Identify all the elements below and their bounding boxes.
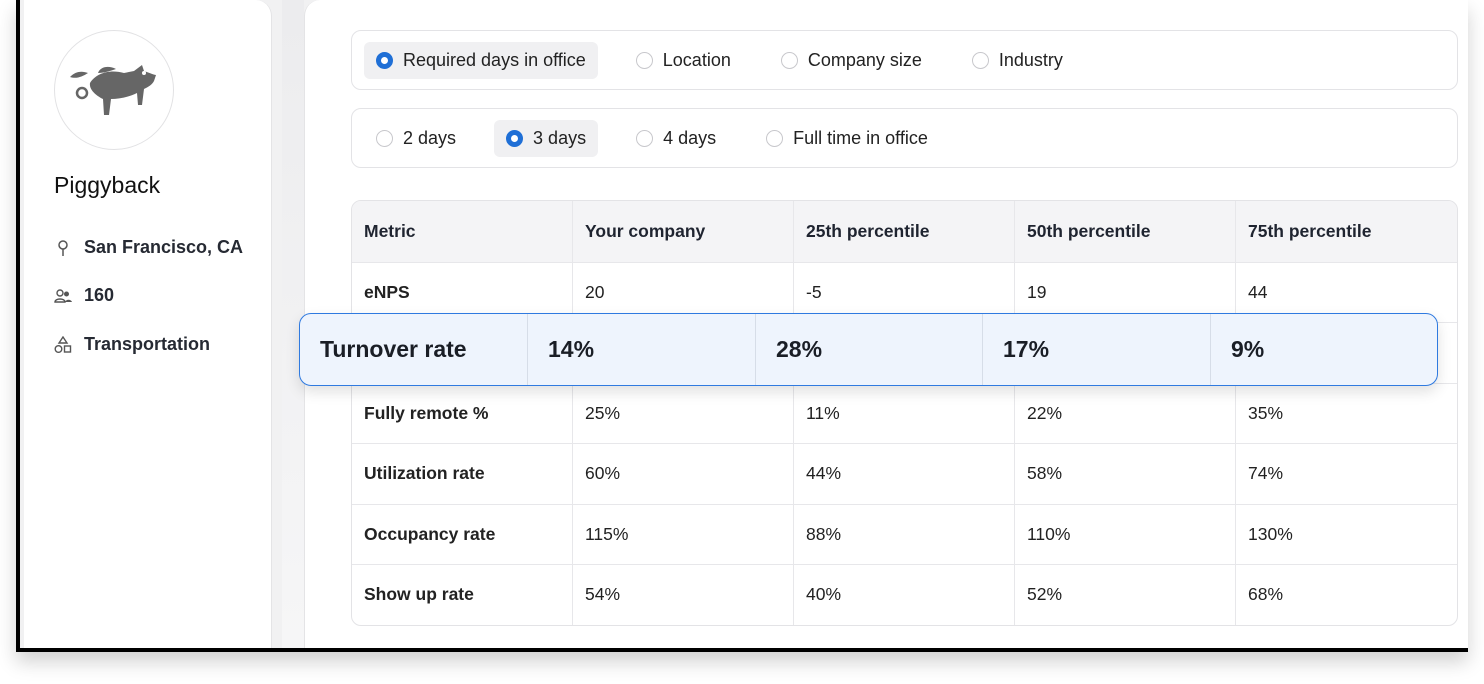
table-cell: 19: [1015, 261, 1236, 322]
table-cell: 74%: [1236, 443, 1457, 504]
company-avatar: [54, 30, 174, 150]
table-cell: Utilization rate: [352, 443, 573, 504]
table-row: Show up rate 54% 40% 52% 68%: [352, 564, 1457, 625]
filter-category-group: Required days in office Location Company…: [351, 30, 1458, 90]
radio-full-time[interactable]: Full time in office: [754, 120, 940, 157]
table-cell: 110%: [1015, 503, 1236, 564]
highlighted-row-turnover[interactable]: Turnover rate 14% 28% 17% 9%: [299, 313, 1438, 386]
table-cell: 35%: [1236, 382, 1457, 444]
table-row: eNPS 20 -5 19 44: [352, 261, 1457, 323]
table-cell: 115%: [573, 503, 794, 564]
radio-industry[interactable]: Industry: [960, 42, 1075, 79]
radio-dot: [376, 51, 393, 69]
table-cell: -5: [794, 261, 1015, 322]
table-cell: eNPS: [352, 261, 573, 322]
location-info: San Francisco, CA: [54, 237, 243, 258]
header-cell: 25th percentile: [794, 201, 1015, 262]
header-cell: Metric: [352, 201, 573, 262]
table-cell: 22%: [1015, 382, 1236, 443]
table-cell: 52%: [1015, 564, 1236, 625]
company-sidebar: Piggyback San Francisco, CA 160 Transpor…: [24, 0, 272, 648]
table-cell: 20: [573, 261, 794, 322]
shapes-icon: [54, 335, 72, 353]
radio-dot: [766, 129, 784, 147]
table-header: Metric Your company 25th percentile 50th pe…: [352, 201, 1457, 262]
pig-logo-icon: [70, 65, 156, 115]
divider: [282, 0, 304, 648]
radio-dot: [971, 51, 989, 69]
table-cell: 17%: [983, 314, 1211, 385]
map-pin-icon: [58, 239, 68, 256]
table-row: Fully remote % 25% 11% 22% 35%: [352, 382, 1457, 444]
table-cell: 60%: [573, 443, 794, 504]
table-cell: 44: [1236, 261, 1457, 323]
industry-info: Transportation: [54, 334, 210, 355]
benchmark-table: Metric Your company 25th percentile 50th pe…: [351, 200, 1458, 626]
table-cell: 68%: [1236, 564, 1457, 625]
table-cell: Occupancy rate: [352, 503, 573, 564]
radio-dot: [636, 129, 654, 147]
table-cell: 40%: [794, 564, 1015, 625]
table-cell: 58%: [1015, 443, 1236, 504]
radio-dot: [376, 129, 393, 147]
radio-dot: [780, 51, 798, 69]
radio-dot: [635, 51, 653, 69]
radio-location[interactable]: Location: [624, 42, 743, 79]
radio-required-days[interactable]: Required days in office: [364, 41, 598, 79]
table-cell: 11%: [794, 382, 1015, 443]
table-cell: 130%: [1236, 503, 1457, 565]
table-cell: 9%: [1231, 336, 1265, 362]
table-cell: 25%: [573, 382, 794, 443]
table-cell: Show up rate: [352, 564, 573, 625]
radio-4-days[interactable]: 4 days: [624, 120, 728, 157]
header-cell: 75th percentile: [1236, 201, 1457, 262]
header-cell: 50th percentile: [1015, 201, 1236, 262]
table-row: Occupancy rate 115% 88% 110% 130%: [352, 503, 1457, 565]
radio-3-days[interactable]: 3 days: [494, 119, 599, 157]
table-cell: Fully remote %: [352, 382, 573, 443]
table-cell: 88%: [794, 503, 1015, 564]
table-cell: 28%: [756, 314, 983, 385]
header-cell: Your company: [573, 201, 794, 262]
table-cell: 54%: [573, 564, 794, 625]
people-icon: [54, 288, 72, 303]
employees-info: 160: [54, 285, 114, 306]
table-cell: 44%: [794, 443, 1015, 504]
table-row: Utilization rate 60% 44% 58% 74%: [352, 443, 1457, 504]
radio-dot: [506, 129, 524, 147]
radio-company-size[interactable]: Company size: [769, 42, 934, 79]
days-group: 2 days 3 days 4 days Full time in office: [351, 108, 1458, 168]
company-name: Piggyback: [54, 172, 161, 198]
table-cell: 14%: [528, 314, 756, 385]
table-cell: Turnover rate: [300, 314, 528, 385]
radio-2-days[interactable]: 2 days: [364, 120, 468, 157]
